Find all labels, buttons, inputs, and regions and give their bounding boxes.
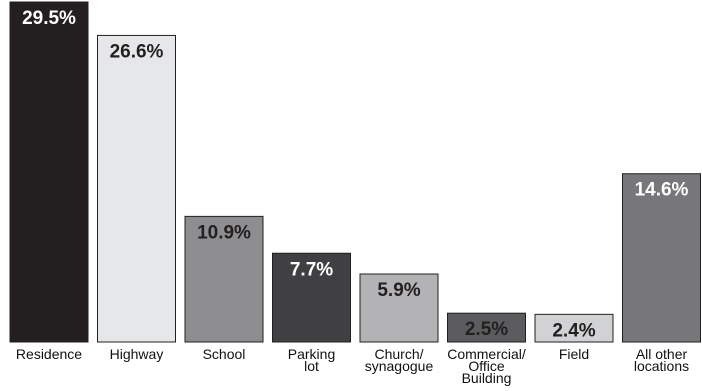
bar-highway (97, 34, 176, 343)
category-label-line: synagogue (365, 358, 434, 374)
category-label-residence: Residence (16, 346, 82, 362)
category-labels: Residence Highway School Parking lot Church/s… (16, 346, 689, 386)
category-label-line: All other (636, 346, 688, 362)
value-label-school: 10.9% (197, 222, 251, 243)
bar-all-other-locations (622, 173, 701, 343)
bars (9, 1, 701, 343)
bar-commercial-office-building (447, 312, 526, 343)
category-label-highway: Highway (110, 346, 164, 362)
category-label-commercial-office-building: Commercial/Office Building (447, 346, 526, 386)
category-label-line: Highway (110, 346, 164, 362)
category-label-line: Building (462, 370, 512, 386)
category-label-line: Commercial/ (447, 346, 526, 362)
category-label-all-other-locations: All other locations (634, 346, 689, 374)
category-label-line: Parking (288, 346, 335, 362)
value-label-all-other-locations: 14.6% (635, 180, 689, 201)
value-label-commercial-office-building: 2.5% (465, 319, 508, 340)
category-label-line: Church/ (374, 346, 423, 362)
bar-residence (9, 1, 89, 343)
category-label-line: lot (304, 358, 319, 374)
category-label-church-synagogue: Church/synagogue (365, 346, 434, 374)
value-label-church-synagogue: 5.9% (377, 280, 420, 301)
category-label-school: School (203, 346, 246, 362)
value-label-field: 2.4% (552, 320, 595, 341)
bar-school (184, 215, 264, 343)
value-label-residence: 29.5% (22, 8, 76, 29)
category-label-field: Field (559, 346, 589, 362)
bar-church-synagogue (359, 273, 439, 343)
value-labels: 29.5% 26.6% 10.9% 7.7% 5.9% 2.5% 2.4% 14.6% (22, 8, 688, 341)
category-label-line: School (203, 346, 246, 362)
value-label-parking-lot: 7.7% (290, 259, 333, 280)
category-label-line: Field (559, 346, 589, 362)
value-label-highway: 26.6% (110, 41, 164, 62)
category-label-line: locations (634, 358, 689, 374)
category-label-line: Residence (16, 346, 82, 362)
category-label-parking-lot: Parking lot (288, 346, 335, 374)
bar-parking-lot (272, 252, 351, 343)
category-label-line: Office (468, 358, 505, 374)
bar-field (534, 313, 614, 343)
